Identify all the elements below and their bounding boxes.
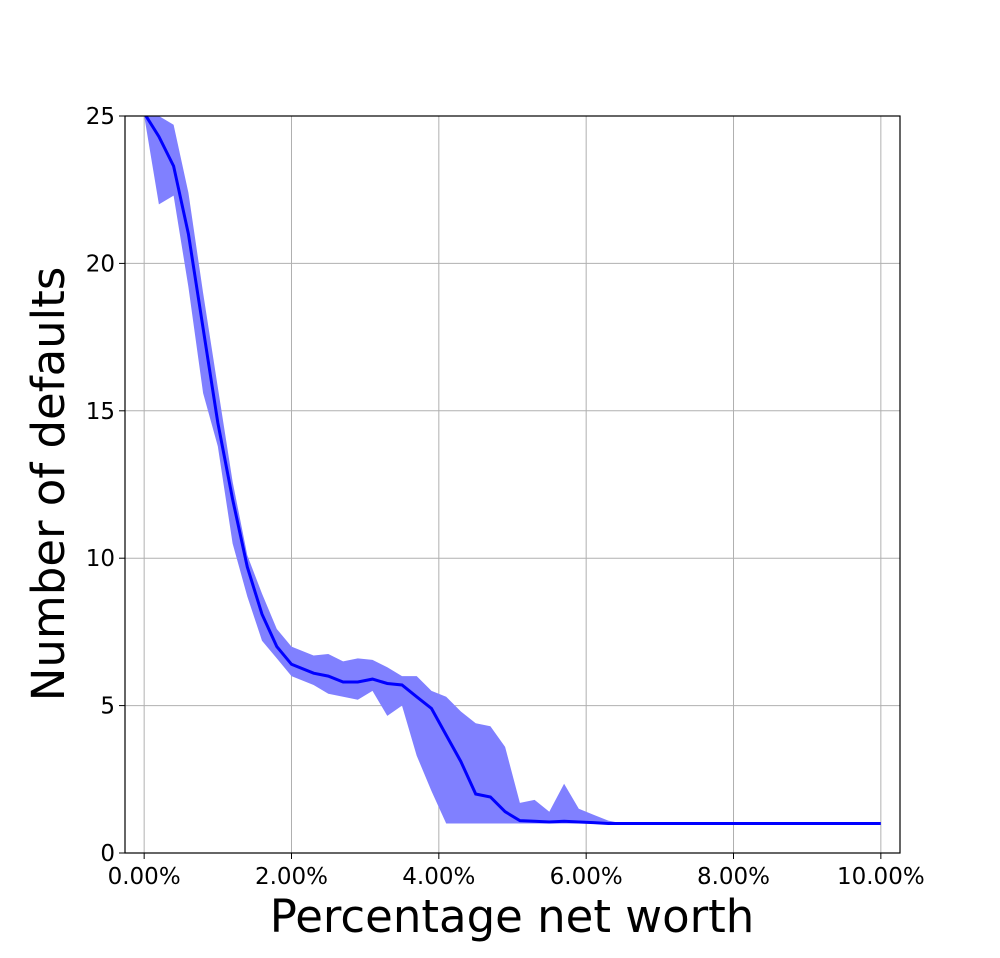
y-axis-label: Number of defaults: [22, 267, 75, 702]
x-tick-label: 2.00%: [255, 864, 328, 890]
y-tick-label: 0: [100, 841, 115, 867]
grid: [125, 115, 900, 854]
plot-frame: [124, 115, 901, 854]
y-tick-label: 15: [86, 399, 115, 425]
y-tick-label: 5: [100, 694, 115, 720]
plot-area: [144, 116, 881, 825]
x-tick-label: 10.00%: [837, 864, 925, 890]
x-tick-label: 8.00%: [697, 864, 770, 890]
x-tick-label: 0.00%: [108, 864, 181, 890]
x-tick-label: 6.00%: [550, 864, 623, 890]
y-axis: 0 5 10 15 20 25: [86, 104, 125, 867]
mean-line: [144, 116, 881, 825]
x-axis-label: Percentage net worth: [270, 890, 755, 943]
y-tick-label: 20: [86, 251, 115, 277]
x-axis: 0.00% 2.00% 4.00% 6.00% 8.00% 10.00%: [108, 853, 925, 890]
y-tick-label: 10: [86, 546, 115, 572]
x-tick-label: 4.00%: [402, 864, 475, 890]
y-tick-label: 25: [86, 104, 115, 130]
